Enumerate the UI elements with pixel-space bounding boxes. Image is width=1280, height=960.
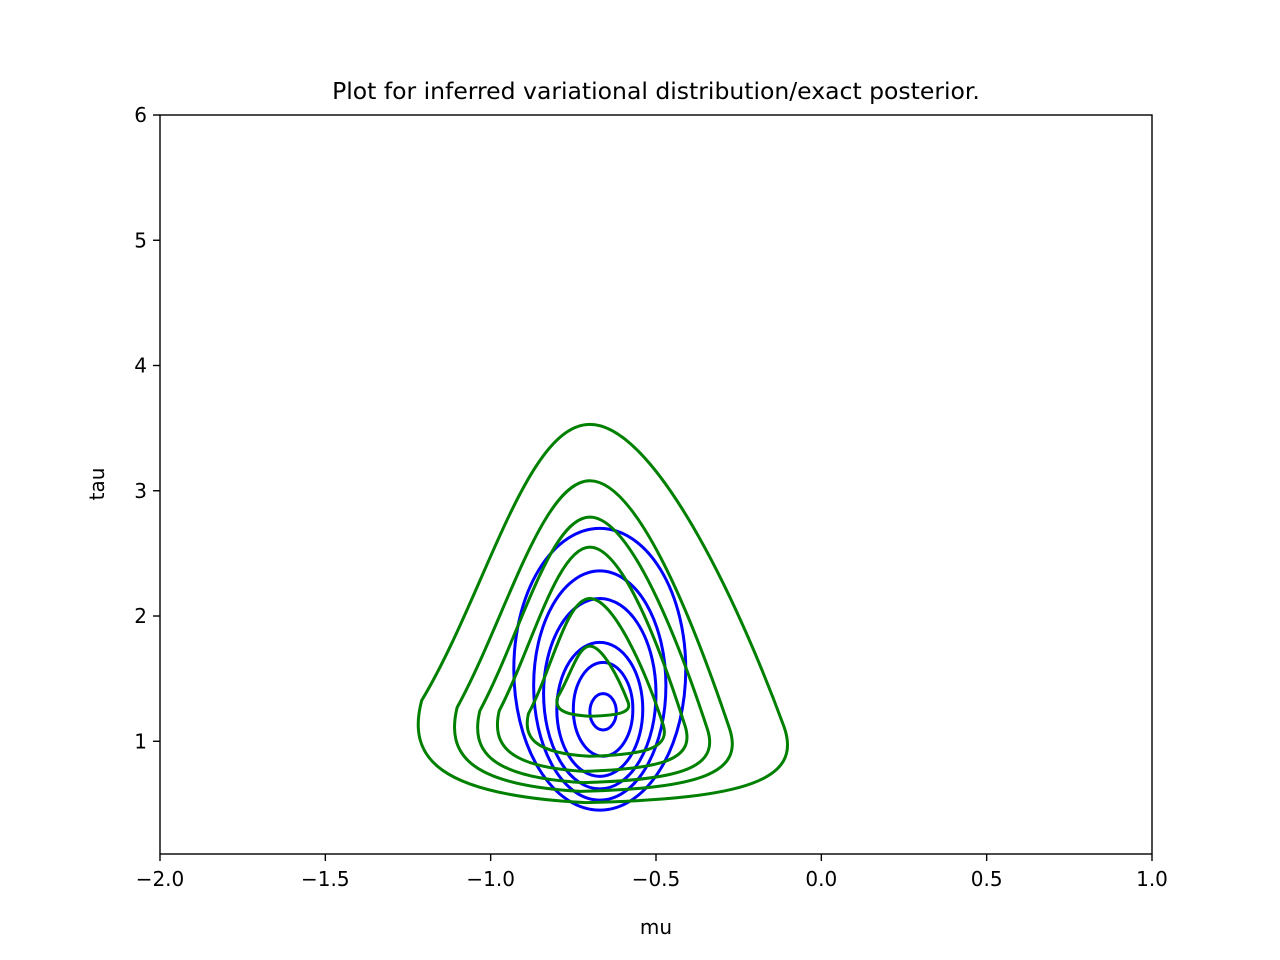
contour-line-green-3 bbox=[495, 545, 689, 773]
x-tick-label: −1.5 bbox=[301, 867, 350, 891]
contour-line-green-5 bbox=[555, 644, 631, 718]
contour-line-green-1 bbox=[453, 479, 734, 793]
y-axis: 1 2 3 4 5 6 bbox=[134, 103, 160, 753]
contour-line-blue-2 bbox=[542, 596, 658, 791]
contour-line-green-4 bbox=[525, 596, 666, 758]
x-axis: −2.0 −1.5 −1.0 −0.5 0.0 0.5 1.0 bbox=[136, 854, 1168, 891]
y-axis-label: tau bbox=[85, 468, 109, 501]
chart-title: Plot for inferred variational distributi… bbox=[332, 77, 980, 105]
contour-line-blue-5 bbox=[588, 692, 618, 732]
y-tick-label: 2 bbox=[134, 604, 147, 628]
y-tick-label: 3 bbox=[134, 479, 147, 503]
contour-line-blue-3 bbox=[555, 640, 645, 778]
x-tick-label: 1.0 bbox=[1136, 867, 1168, 891]
contour-line-green-2 bbox=[476, 515, 712, 785]
y-tick-label: 4 bbox=[134, 354, 147, 378]
y-tick-label: 5 bbox=[134, 228, 147, 252]
y-tick-label: 6 bbox=[134, 103, 147, 127]
x-tick-label: 0.0 bbox=[805, 867, 837, 891]
x-axis-label: mu bbox=[640, 915, 672, 939]
contour-line-blue-1 bbox=[532, 569, 668, 802]
y-tick-label: 1 bbox=[134, 729, 147, 753]
contour-line-green-0 bbox=[416, 422, 790, 805]
x-tick-label: 0.5 bbox=[971, 867, 1003, 891]
x-tick-label: −1.0 bbox=[466, 867, 515, 891]
contours bbox=[416, 422, 790, 812]
x-tick-label: −0.5 bbox=[632, 867, 681, 891]
x-tick-label: −2.0 bbox=[136, 867, 185, 891]
